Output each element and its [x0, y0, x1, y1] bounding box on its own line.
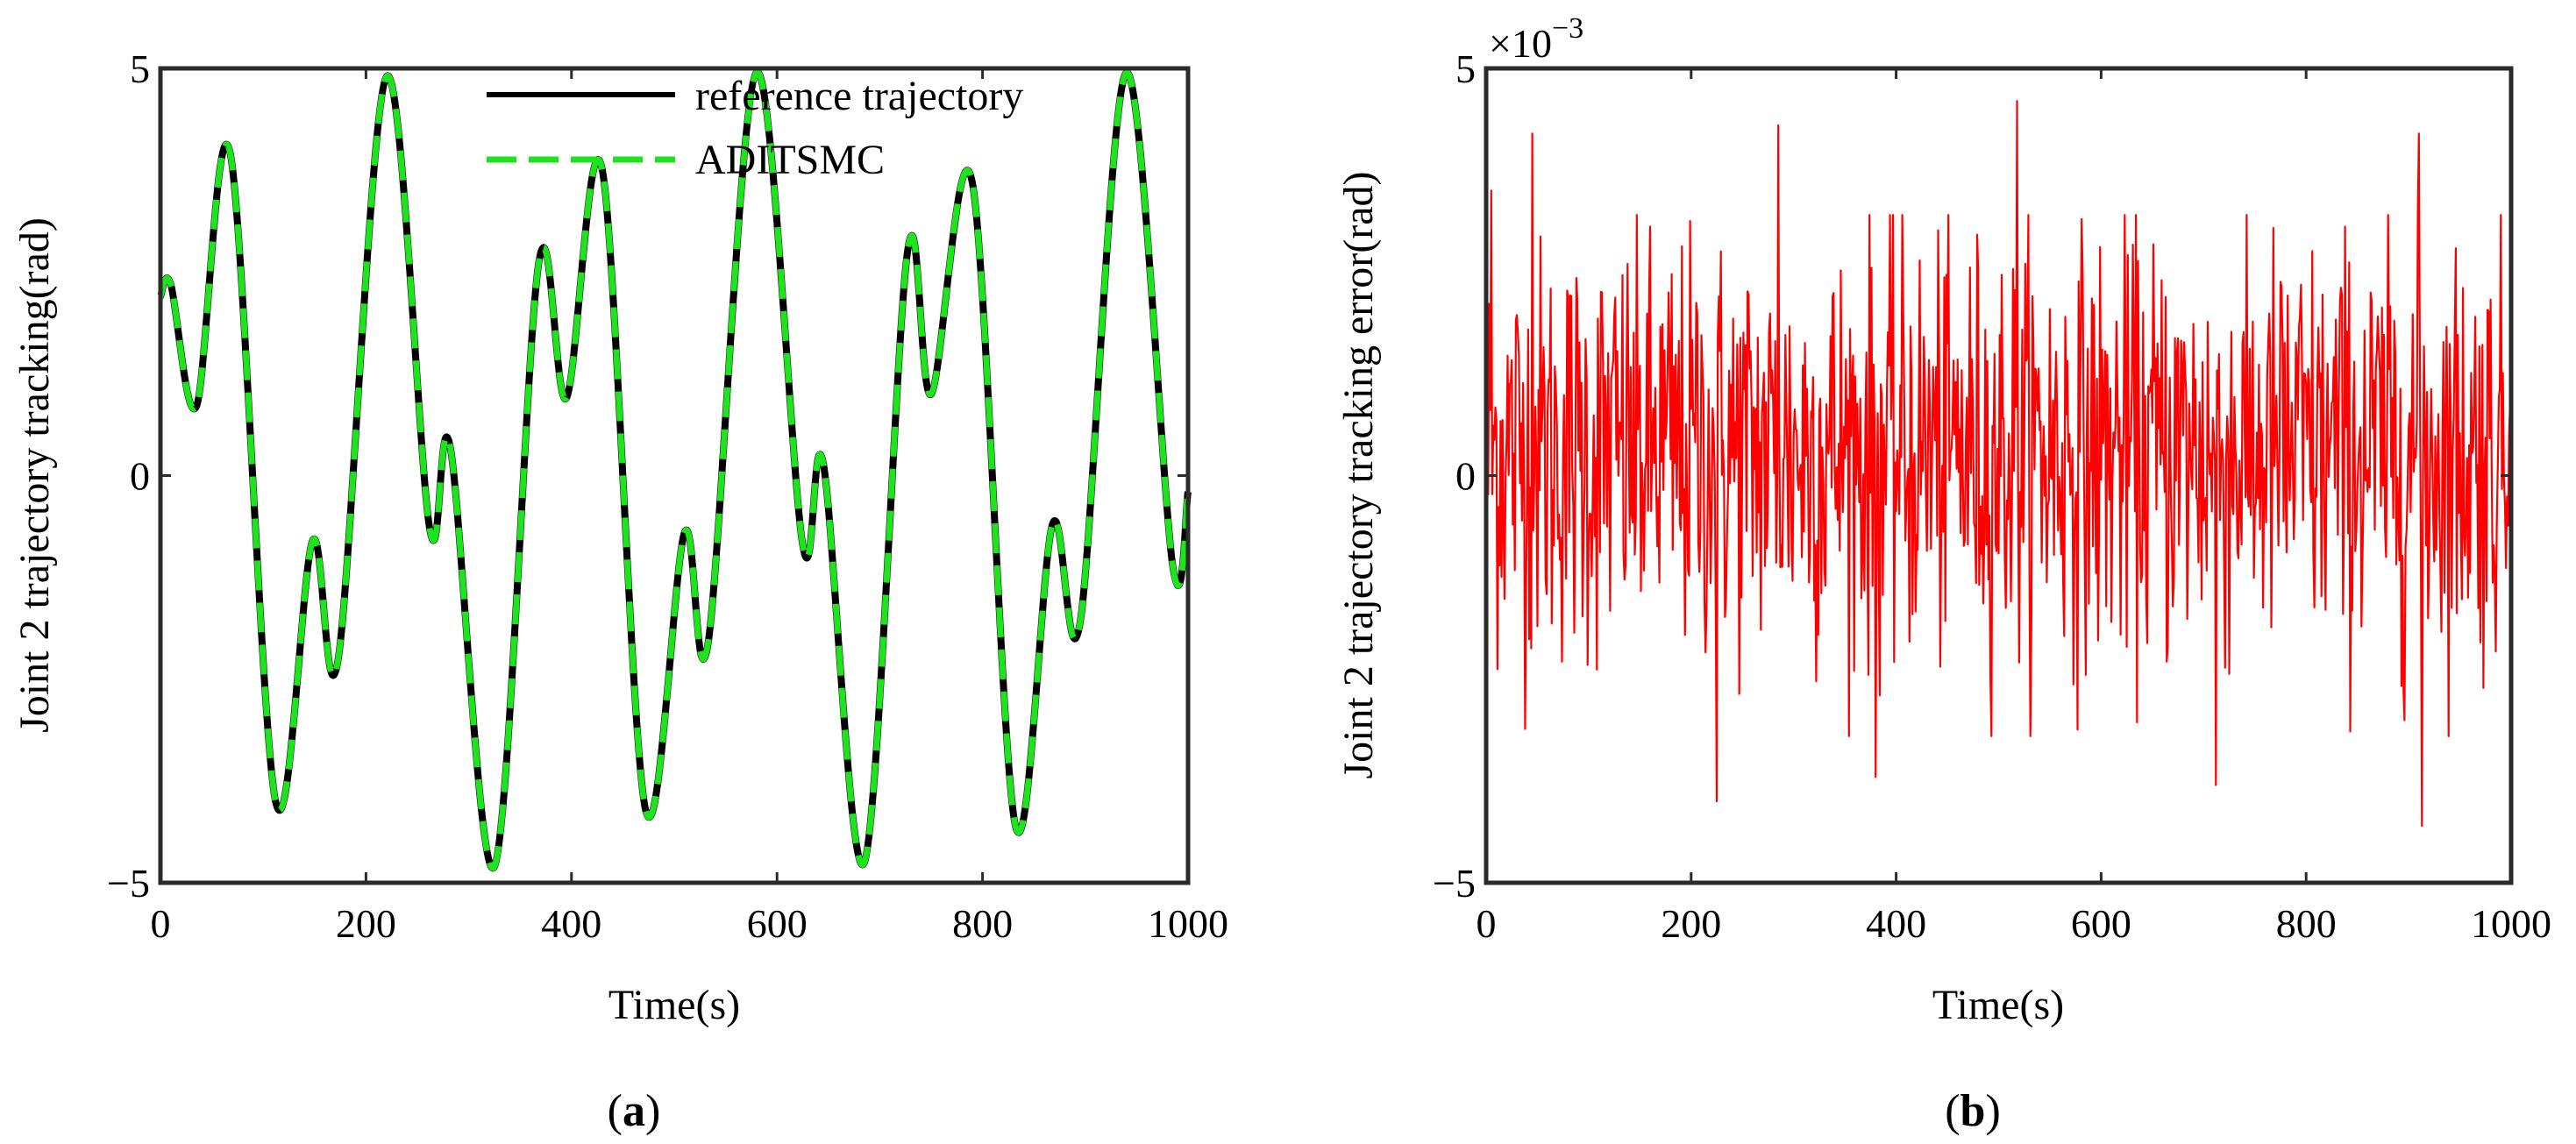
- chart-a-panel-label: (a): [608, 1086, 661, 1136]
- y-tick-label: −5: [1433, 861, 1476, 906]
- x-tick-label: 600: [2071, 901, 2131, 946]
- x-tick-label: 400: [1866, 901, 1926, 946]
- chart-a-ticks: 0 200 400 600 800 1000−505: [107, 46, 1228, 946]
- chart-b-series-group: [1484, 100, 2513, 828]
- x-tick-label: 200: [336, 901, 396, 946]
- x-tick-label: 200: [1661, 901, 1721, 946]
- x-tick-label: 600: [747, 901, 808, 946]
- chart-b-ticks: 0 200 400 600 800 1000−505: [1433, 46, 2551, 946]
- x-tick-label: 400: [541, 901, 601, 946]
- chart-a-series-group: [157, 68, 1192, 872]
- y-tick-label: −5: [107, 861, 150, 906]
- chart-b-panel-label: (b): [1945, 1086, 2001, 1136]
- x-tick-label: 800: [2276, 901, 2337, 946]
- x-tick-label: 800: [952, 901, 1013, 946]
- legend-aditsmc-label: ADITSMC: [695, 137, 885, 183]
- chart-b-ylabel: Joint 2 trajectory tracking error(rad): [1335, 171, 1382, 778]
- chart-a-legend: reference trajectory ADITSMC: [487, 73, 1023, 183]
- series-aditsmc-line: [157, 69, 1192, 871]
- legend-reference-label: reference trajectory: [695, 73, 1023, 119]
- y-tick-label: 5: [130, 46, 150, 91]
- chart-a: 0 200 400 600 800 1000−505 Time(s) Joint 2 tr…: [11, 46, 1228, 1136]
- chart-b: 0 200 400 600 800 1000−505 ×10−3 Time(s) Join…: [1335, 12, 2551, 1136]
- chart-a-ylabel: Joint 2 trajectory tracking(rad): [11, 217, 58, 733]
- x-tick-label: 0: [1477, 901, 1497, 946]
- chart-b-xlabel: Time(s): [1932, 982, 2064, 1028]
- x-tick-label: 1000: [2471, 901, 2551, 946]
- x-tick-label: 1000: [1148, 901, 1228, 946]
- chart-b-y-exponent: ×10−3: [1489, 12, 1583, 66]
- x-tick-label: 0: [151, 901, 171, 946]
- y-tick-label: 0: [130, 454, 150, 499]
- y-tick-label: 0: [1455, 454, 1476, 499]
- chart-a-xlabel: Time(s): [608, 982, 740, 1028]
- series-tracking-error-line: [1484, 100, 2513, 828]
- y-tick-label: 5: [1455, 46, 1476, 91]
